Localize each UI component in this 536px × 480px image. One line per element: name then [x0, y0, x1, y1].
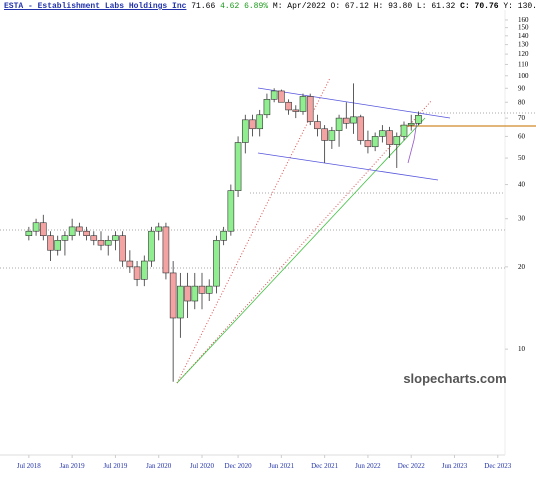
- candle-body: [54, 240, 62, 251]
- y-tick-label: 160: [518, 16, 529, 24]
- candle-body: [379, 130, 386, 137]
- y-tick-label: 80: [518, 98, 526, 106]
- x-tick-label: Dec 2022: [398, 462, 426, 470]
- candle-body: [335, 117, 343, 131]
- candle-body: [393, 136, 401, 145]
- trend-line: [176, 99, 433, 384]
- candle-body: [90, 235, 98, 241]
- y-tick-label: 40: [518, 181, 526, 189]
- candle-body: [400, 124, 408, 137]
- candle-body: [39, 222, 47, 236]
- candle-body: [249, 119, 256, 130]
- price: 71.66: [191, 2, 216, 11]
- candle-body: [270, 90, 278, 100]
- x-tick-label: Jul 2019: [103, 462, 127, 470]
- candle-body: [234, 142, 242, 191]
- candle-body: [213, 240, 220, 287]
- year-info: Y: 130.27: [503, 2, 536, 11]
- candle-body: [306, 96, 314, 122]
- candle-body: [32, 222, 40, 232]
- candle-body: [321, 128, 328, 141]
- x-tick-label: Jul 2018: [17, 462, 41, 470]
- y-tick-label: 50: [518, 154, 526, 162]
- candle-body: [191, 285, 199, 302]
- chart-title: ESTA - Establishment Labs Holdings Inc: [4, 2, 187, 11]
- candle-body: [140, 260, 148, 280]
- x-tick-label: Dec 2023: [484, 462, 512, 470]
- y-tick-label: 120: [518, 50, 529, 58]
- candle-body: [278, 90, 285, 103]
- y-tick-label: 20: [518, 263, 526, 271]
- candle-body: [415, 115, 422, 124]
- candle-body: [328, 130, 336, 141]
- candle-body: [371, 136, 379, 148]
- candle-body: [169, 272, 177, 319]
- candle-body: [155, 226, 163, 232]
- candle-body: [104, 240, 112, 246]
- candle-body: [314, 121, 321, 130]
- y-tick-label: 100: [518, 72, 529, 80]
- y-tick-label: 60: [518, 132, 526, 140]
- candle-body: [184, 285, 191, 302]
- candle-body: [299, 96, 307, 112]
- y-tick-label: 150: [518, 24, 529, 32]
- y-tick-label: 110: [518, 60, 529, 68]
- change: 4.62 6.89%: [220, 2, 269, 11]
- candle-body: [148, 230, 155, 262]
- candle-body: [112, 235, 119, 241]
- x-tick-label: Jan 2020: [146, 462, 172, 470]
- candle-body: [285, 101, 292, 111]
- candle-body: [256, 114, 264, 130]
- x-tick-label: Jan 2019: [60, 462, 86, 470]
- candle-body: [83, 230, 90, 236]
- candle-body: [126, 260, 134, 268]
- channel-line: [257, 87, 451, 119]
- x-tick-label: Jul 2020: [190, 462, 214, 470]
- candle-body: [76, 226, 83, 232]
- y-tick-label: 130: [518, 41, 529, 49]
- y-tick-label: 90: [518, 84, 526, 92]
- candle-body: [205, 285, 213, 294]
- candle-body: [177, 285, 184, 319]
- candle-body: [292, 109, 300, 112]
- candle-body: [220, 230, 227, 241]
- x-tick-label: Dec 2020: [225, 462, 253, 470]
- channel-line: [257, 152, 439, 181]
- candle-body: [97, 240, 105, 246]
- candle-body: [119, 235, 126, 262]
- candle-body: [61, 235, 69, 241]
- x-tick-label: Jun 2023: [442, 462, 468, 470]
- candle-body: [241, 119, 249, 143]
- candle-body: [263, 99, 271, 116]
- y-tick-label: 30: [518, 215, 526, 223]
- candle-body: [364, 140, 372, 148]
- candle-body: [342, 117, 350, 124]
- trend-line: [176, 117, 426, 384]
- candle-body: [68, 226, 76, 236]
- x-tick-label: Dec 2021: [311, 462, 339, 470]
- y-tick-label: 140: [518, 32, 529, 40]
- candle-body: [227, 190, 235, 232]
- candle-body: [162, 226, 170, 274]
- candle-body: [350, 116, 357, 124]
- candle-body: [386, 130, 393, 145]
- watermark: slopecharts.com: [403, 371, 506, 386]
- candle-body: [133, 266, 141, 280]
- y-tick-label: 10: [518, 345, 526, 353]
- candle-body: [357, 116, 365, 141]
- candle-body: [407, 123, 415, 126]
- close-info: C: 70.76: [460, 2, 499, 11]
- x-tick-label: Jun 2021: [269, 462, 295, 470]
- candle-body: [47, 235, 54, 251]
- x-tick-label: Jun 2022: [355, 462, 381, 470]
- y-tick-label: 70: [518, 114, 526, 122]
- header: ESTA - Establishment Labs Holdings Inc 7…: [4, 2, 536, 11]
- ohlc: M: Apr/2022 O: 67.12 H: 93.80 L: 61.32: [272, 2, 456, 11]
- candle-body: [198, 285, 206, 294]
- candle-body: [25, 230, 33, 236]
